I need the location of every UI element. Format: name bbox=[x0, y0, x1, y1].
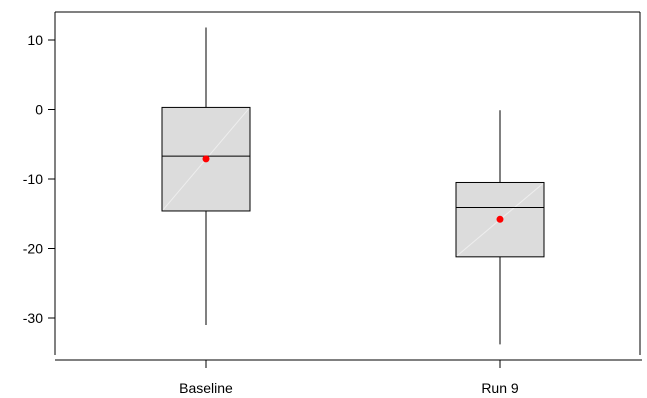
x-tick-label: Run 9 bbox=[481, 380, 519, 396]
plot-frame bbox=[55, 11, 641, 355]
y-axis: 10 0 -10 -20 -30 bbox=[23, 12, 56, 355]
mean-marker bbox=[202, 155, 210, 163]
box-group-run-9 bbox=[455, 110, 545, 345]
y-tick-label: -20 bbox=[23, 241, 43, 257]
box-group-baseline bbox=[161, 27, 251, 325]
boxes-layer bbox=[161, 27, 545, 345]
x-tick-label: Baseline bbox=[179, 380, 233, 396]
y-tick-label: 0 bbox=[35, 102, 43, 118]
y-tick-label: -10 bbox=[23, 171, 43, 187]
y-tick-label: 10 bbox=[27, 32, 43, 48]
mean-marker bbox=[496, 215, 504, 223]
y-tick-label: -30 bbox=[23, 310, 43, 326]
x-axis: Baseline Run 9 bbox=[55, 359, 642, 396]
